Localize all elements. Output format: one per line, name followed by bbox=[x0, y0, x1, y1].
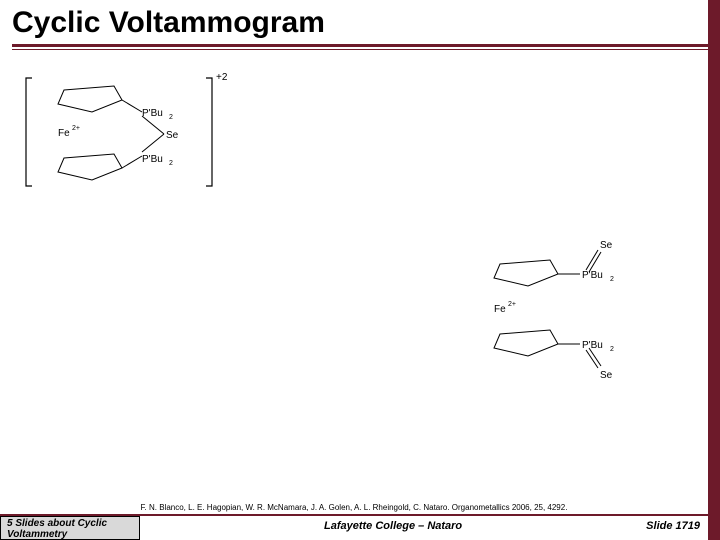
svg-text:P'Bu: P'Bu bbox=[582, 340, 603, 351]
svg-text:P'Bu: P'Bu bbox=[582, 270, 603, 281]
svg-text:2: 2 bbox=[610, 276, 614, 283]
chem-structure-right: Fe 2+ P'Bu 2 Se P'Bu 2 Se bbox=[470, 230, 680, 380]
content-area: Fe 2+ P'Bu 2 P'Bu 2 Se +2 bbox=[0, 50, 708, 480]
svg-text:2+: 2+ bbox=[72, 125, 80, 132]
svg-text:Se: Se bbox=[166, 130, 179, 141]
title-block: Cyclic Voltammogram bbox=[0, 0, 708, 50]
title-rule-thick bbox=[12, 44, 708, 47]
svg-text:2: 2 bbox=[169, 114, 173, 121]
footer: 5 Slides about Cyclic Voltammetry Lafaye… bbox=[0, 514, 708, 540]
slide-title: Cyclic Voltammogram bbox=[12, 6, 708, 40]
charge-label: +2 bbox=[216, 72, 227, 83]
footer-left-box: 5 Slides about Cyclic Voltammetry bbox=[0, 516, 140, 540]
citation: F. N. Blanco, L. E. Hagopian, W. R. McNa… bbox=[0, 503, 708, 512]
slide: Cyclic Voltammogram Fe 2+ P'Bu 2 bbox=[0, 0, 720, 540]
svg-text:Fe: Fe bbox=[58, 128, 70, 139]
svg-text:2: 2 bbox=[610, 346, 614, 353]
svg-text:P'Bu: P'Bu bbox=[142, 154, 163, 165]
svg-text:Se: Se bbox=[600, 240, 613, 251]
svg-text:Fe: Fe bbox=[494, 304, 506, 315]
footer-center: Lafayette College – Nataro bbox=[140, 516, 646, 540]
svg-text:P'Bu: P'Bu bbox=[142, 108, 163, 119]
chem-structure-left: Fe 2+ P'Bu 2 P'Bu 2 Se +2 bbox=[24, 72, 234, 192]
svg-text:2+: 2+ bbox=[508, 301, 516, 308]
footer-slide-number: Slide 1719 bbox=[646, 516, 708, 540]
svg-text:2: 2 bbox=[169, 160, 173, 167]
svg-text:Se: Se bbox=[600, 370, 613, 380]
